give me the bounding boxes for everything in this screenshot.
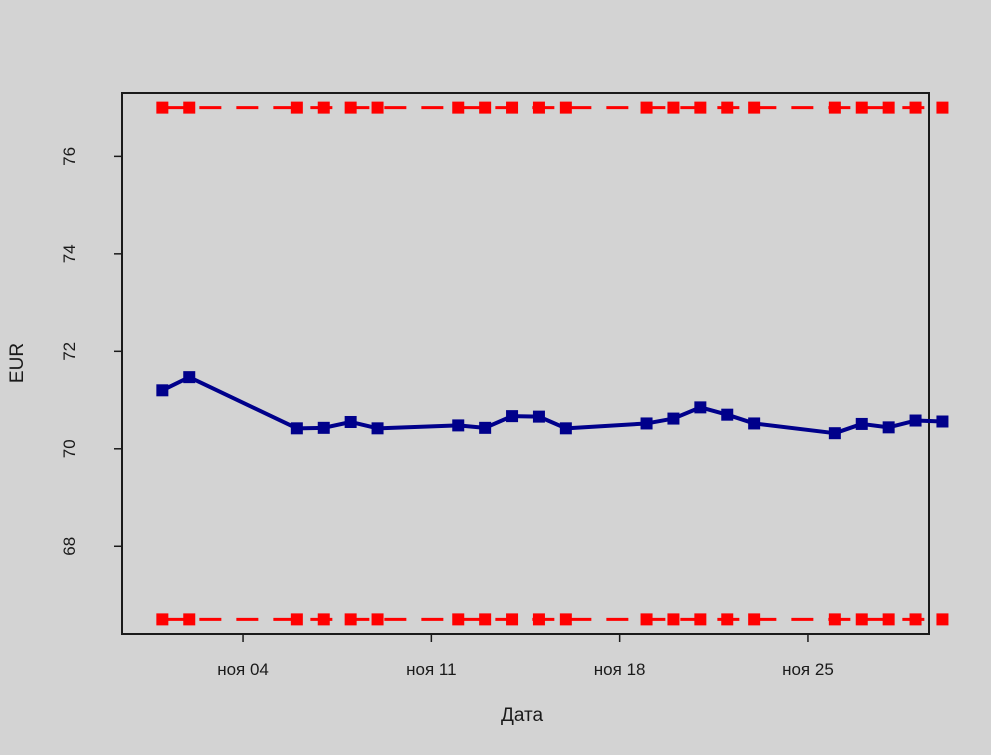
data-point	[371, 101, 384, 114]
data-point	[371, 422, 384, 435]
y-tick-label: 72	[60, 342, 79, 361]
data-point	[559, 422, 572, 435]
y-tick-label: 70	[60, 439, 79, 458]
data-point	[559, 613, 572, 626]
data-point	[479, 613, 492, 626]
data-point	[479, 101, 492, 114]
data-point	[640, 101, 653, 114]
x-axis-label: Дата	[501, 705, 544, 726]
data-point	[721, 408, 734, 421]
data-point	[559, 101, 572, 114]
plot-frame	[121, 92, 930, 635]
data-point	[290, 101, 303, 114]
data-point	[855, 613, 868, 626]
data-point	[183, 101, 196, 114]
data-point	[936, 613, 949, 626]
series-1	[156, 371, 949, 440]
data-point	[855, 417, 868, 430]
y-tick-label: 76	[60, 147, 79, 166]
data-point	[667, 101, 680, 114]
data-point	[532, 101, 545, 114]
data-point	[936, 101, 949, 114]
data-point	[882, 101, 895, 114]
data-point	[721, 613, 734, 626]
data-point	[344, 613, 357, 626]
data-point	[936, 415, 949, 428]
y-tick-label: 74	[60, 244, 79, 263]
data-point	[640, 613, 653, 626]
series-2	[156, 101, 949, 114]
data-point	[452, 419, 465, 432]
series-line	[161, 375, 943, 436]
data-point	[317, 421, 330, 434]
data-point	[909, 613, 922, 626]
data-point	[532, 410, 545, 423]
data-point	[640, 417, 653, 430]
data-point	[506, 410, 519, 423]
x-axis: ноя 04 ноя 11 ноя 18 ноя 25	[217, 634, 834, 679]
data-point	[183, 371, 196, 384]
data-point	[290, 613, 303, 626]
data-point	[344, 415, 357, 428]
data-point	[828, 613, 841, 626]
data-point	[855, 101, 868, 114]
data-point	[183, 613, 196, 626]
x-tick-label: ноя 25	[782, 660, 834, 679]
data-point	[882, 613, 895, 626]
data-point	[290, 422, 303, 435]
y-tick-label: 68	[60, 537, 79, 556]
x-tick-label: ноя 18	[594, 660, 646, 679]
data-point	[667, 613, 680, 626]
data-point	[694, 101, 707, 114]
data-point	[828, 427, 841, 440]
x-tick-label: ноя 11	[406, 660, 456, 679]
y-axis: 68 70 72 74 76	[60, 147, 122, 556]
x-tick-label: ноя 04	[217, 660, 269, 679]
y-axis-label: EUR	[7, 343, 28, 383]
data-point	[694, 613, 707, 626]
series-layer	[156, 101, 949, 626]
data-point	[452, 101, 465, 114]
data-point	[371, 613, 384, 626]
series-3	[156, 613, 949, 626]
data-point	[479, 421, 492, 434]
data-point	[156, 613, 169, 626]
data-point	[721, 101, 734, 114]
data-point	[909, 414, 922, 427]
data-point	[506, 613, 519, 626]
data-point	[828, 101, 841, 114]
data-point	[748, 613, 761, 626]
data-point	[452, 613, 465, 626]
data-point	[317, 613, 330, 626]
data-point	[532, 613, 545, 626]
data-point	[748, 101, 761, 114]
data-point	[344, 101, 357, 114]
data-point	[506, 101, 519, 114]
data-point	[694, 401, 707, 414]
data-point	[156, 101, 169, 114]
data-point	[156, 384, 169, 397]
data-point	[748, 417, 761, 430]
data-point	[909, 101, 922, 114]
data-point	[317, 101, 330, 114]
data-point	[882, 421, 895, 434]
data-point	[667, 412, 680, 425]
